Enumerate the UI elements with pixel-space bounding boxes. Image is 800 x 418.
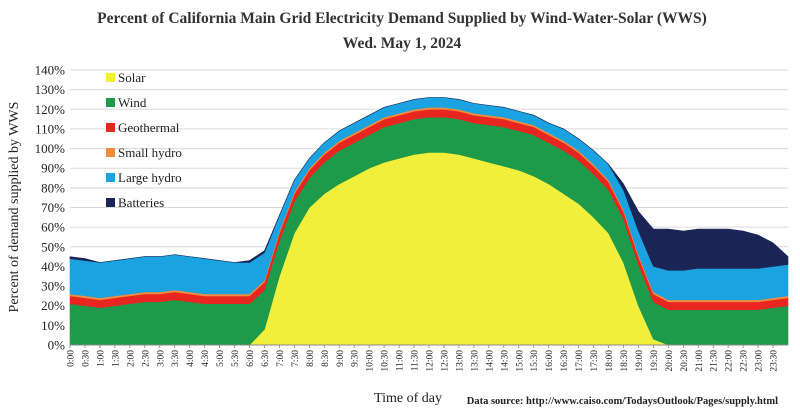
x-tick-label: 19:30: [650, 350, 660, 372]
legend-label-geothermal: Geothermal: [118, 120, 180, 135]
x-tick-label: 21:30: [710, 350, 720, 372]
x-tick-label: 5:00: [216, 350, 226, 367]
y-tick-label: 110%: [35, 121, 65, 136]
y-axis-title: Percent of demand supplied by WWS: [7, 102, 22, 313]
x-tick-label: 2:30: [141, 350, 151, 367]
x-tick-label: 14:00: [485, 350, 495, 372]
x-tick-label: 20:30: [680, 350, 690, 372]
x-tick-label: 6:00: [246, 350, 256, 367]
y-tick-label: 130%: [35, 82, 66, 97]
x-tick-label: 7:30: [291, 350, 301, 367]
x-tick-label: 17:30: [590, 350, 600, 372]
area-batteries: [69, 97, 789, 271]
x-tick-label: 14:30: [500, 350, 510, 372]
x-tick-label: 11:00: [396, 350, 406, 372]
x-tick-label: 3:00: [156, 350, 166, 367]
y-tick-labels: 0% 10% 20% 30% 40% 50% 60% 70% 80% 90% 100% 110% 120…: [35, 63, 66, 353]
x-tick-label: 15:30: [530, 350, 540, 372]
legend-swatch-small-hydro: [106, 148, 115, 157]
x-tick-label: 1:00: [96, 350, 106, 367]
x-tick-label: 18:30: [620, 350, 630, 372]
x-tick-label: 4:30: [201, 350, 211, 367]
y-tick-label: 100%: [35, 141, 66, 156]
y-tick-label: 60%: [41, 220, 65, 235]
x-tick-label: 20:00: [665, 350, 675, 372]
y-tick-label: 140%: [35, 63, 66, 78]
x-tick-label: 23:30: [770, 350, 780, 372]
legend: Solar Wind Geothermal Small hydro Large hydr…: [106, 70, 182, 210]
x-tick-label: 2:00: [126, 350, 136, 367]
x-tick-label: 0:30: [81, 350, 91, 367]
chart-subtitle: Wed. May 1, 2024: [343, 35, 462, 52]
x-tick-label: 3:30: [171, 350, 181, 367]
x-tick-label: 23:00: [755, 350, 765, 372]
y-tick-label: 80%: [41, 180, 65, 195]
x-tick-label: 7:00: [276, 350, 286, 367]
x-tick-label: 15:00: [515, 350, 525, 372]
x-tick-label: 1:30: [111, 350, 121, 367]
legend-swatch-wind: [106, 98, 115, 107]
y-tick-label: 90%: [41, 161, 65, 176]
y-tick-label: 0%: [48, 338, 66, 353]
x-tick-label: 9:00: [336, 350, 346, 367]
x-tick-label: 11:30: [411, 350, 421, 372]
data-source-note: Data source: http://www.caiso.com/Todays…: [467, 396, 778, 407]
x-tick-labels: 0:00 0:30 1:00 1:30 2:00 2:30 3:00 3:30 4:00 4:30…: [67, 345, 780, 372]
legend-swatch-solar: [106, 73, 115, 82]
x-tick-label: 19:00: [635, 350, 645, 372]
y-tick-label: 70%: [41, 200, 65, 215]
x-tick-label: 4:00: [186, 350, 196, 367]
x-tick-label: 22:30: [740, 350, 750, 372]
x-tick-label: 16:30: [560, 350, 570, 372]
x-tick-label: 8:30: [321, 350, 331, 367]
y-tick-label: 50%: [41, 239, 65, 254]
x-tick-label: 12:30: [440, 350, 450, 372]
y-tick-label: 40%: [41, 259, 65, 274]
y-tick-label: 10%: [41, 318, 65, 333]
x-tick-label: 16:00: [545, 350, 555, 372]
legend-label-wind: Wind: [118, 95, 147, 110]
y-tick-label: 20%: [41, 298, 65, 313]
x-tick-label: 10:00: [366, 350, 376, 372]
y-tick-label: 120%: [35, 102, 66, 117]
x-tick-label: 12:00: [426, 350, 436, 372]
x-axis-title: Time of day: [374, 391, 442, 406]
y-tick-label: 30%: [41, 279, 65, 294]
x-tick-label: 13:30: [470, 350, 480, 372]
legend-swatch-large-hydro: [106, 173, 115, 182]
x-tick-label: 5:30: [231, 350, 241, 367]
x-tick-label: 21:00: [695, 350, 705, 372]
x-tick-label: 8:00: [306, 350, 316, 367]
legend-label-batteries: Batteries: [118, 195, 164, 210]
x-tick-label: 18:00: [605, 350, 615, 372]
x-tick-label: 9:30: [351, 350, 361, 367]
x-tick-label: 13:00: [455, 350, 465, 372]
x-tick-label: 17:00: [575, 350, 585, 372]
x-tick-label: 6:30: [261, 350, 271, 367]
legend-swatch-geothermal: [106, 123, 115, 132]
chart-title: Percent of California Main Grid Electric…: [97, 10, 707, 27]
x-tick-label: 10:30: [381, 350, 391, 372]
legend-swatch-batteries: [106, 198, 115, 207]
x-tick-label: 0:00: [67, 350, 77, 367]
legend-label-solar: Solar: [118, 70, 146, 85]
legend-label-large-hydro: Large hydro: [118, 170, 182, 185]
x-tick-label: 22:00: [725, 350, 735, 372]
legend-label-small-hydro: Small hydro: [118, 145, 182, 160]
